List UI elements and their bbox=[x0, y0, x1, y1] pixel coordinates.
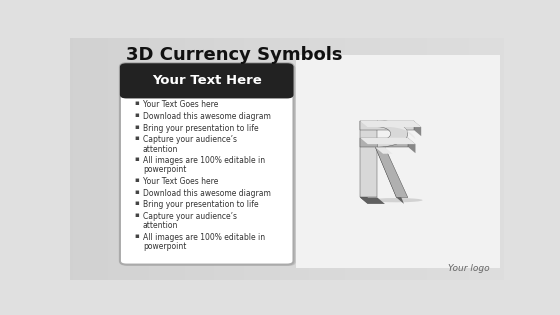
Polygon shape bbox=[377, 120, 408, 147]
Text: ▪: ▪ bbox=[134, 124, 139, 130]
Polygon shape bbox=[360, 121, 421, 127]
Ellipse shape bbox=[370, 198, 423, 202]
Text: ▪: ▪ bbox=[134, 200, 139, 206]
Polygon shape bbox=[360, 138, 416, 144]
Bar bbox=[296, 55, 500, 268]
Polygon shape bbox=[360, 121, 368, 204]
Text: Download this awesome diagram: Download this awesome diagram bbox=[143, 189, 271, 198]
Text: ▪: ▪ bbox=[134, 233, 139, 239]
FancyBboxPatch shape bbox=[120, 63, 293, 265]
Text: Your Text Goes here: Your Text Goes here bbox=[143, 177, 218, 186]
Polygon shape bbox=[360, 121, 377, 198]
Text: Your Text Goes here: Your Text Goes here bbox=[143, 100, 218, 109]
FancyBboxPatch shape bbox=[120, 63, 293, 98]
Text: All images are 100% editable in: All images are 100% editable in bbox=[143, 156, 265, 165]
Text: attention: attention bbox=[143, 221, 178, 230]
Polygon shape bbox=[375, 147, 408, 198]
Text: powerpoint: powerpoint bbox=[143, 165, 186, 175]
FancyBboxPatch shape bbox=[122, 65, 296, 266]
Polygon shape bbox=[375, 147, 393, 154]
Text: Capture your audience’s: Capture your audience’s bbox=[143, 212, 237, 221]
Text: ▪: ▪ bbox=[134, 135, 139, 141]
Text: ▪: ▪ bbox=[134, 156, 139, 162]
Text: Capture your audience’s: Capture your audience’s bbox=[143, 135, 237, 144]
Text: All images are 100% editable in: All images are 100% editable in bbox=[143, 233, 265, 242]
Text: ▪: ▪ bbox=[134, 112, 139, 118]
Text: Your Text Here: Your Text Here bbox=[152, 74, 262, 87]
Polygon shape bbox=[377, 120, 416, 139]
Polygon shape bbox=[413, 121, 421, 136]
Text: ▪: ▪ bbox=[134, 189, 139, 195]
Polygon shape bbox=[375, 147, 404, 204]
Text: ▪: ▪ bbox=[134, 100, 139, 106]
Bar bbox=[127, 81, 287, 95]
Text: Your logo: Your logo bbox=[447, 264, 489, 273]
Text: Bring your presentation to life: Bring your presentation to life bbox=[143, 124, 259, 133]
Polygon shape bbox=[408, 138, 416, 153]
Text: ▪: ▪ bbox=[134, 177, 139, 183]
Text: Download this awesome diagram: Download this awesome diagram bbox=[143, 112, 271, 121]
Text: powerpoint: powerpoint bbox=[143, 242, 186, 251]
Text: Bring your presentation to life: Bring your presentation to life bbox=[143, 200, 259, 209]
Polygon shape bbox=[360, 121, 385, 127]
Text: 3D Currency Symbols: 3D Currency Symbols bbox=[127, 46, 343, 64]
Text: ▪: ▪ bbox=[134, 212, 139, 218]
Text: attention: attention bbox=[143, 145, 178, 153]
Polygon shape bbox=[360, 121, 413, 130]
Polygon shape bbox=[360, 138, 408, 147]
Polygon shape bbox=[360, 198, 385, 204]
